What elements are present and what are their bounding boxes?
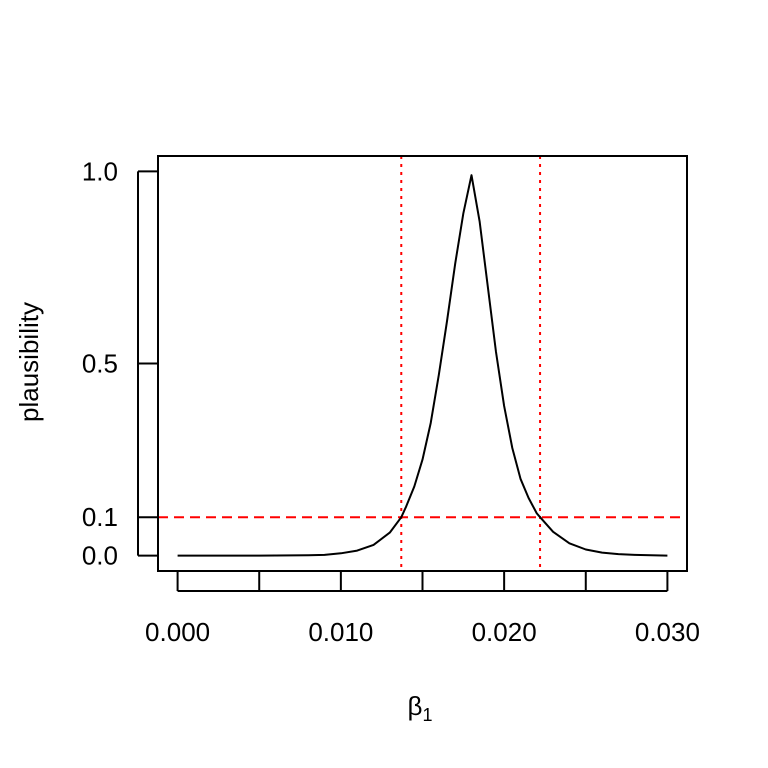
x-axis-title-main: β <box>408 691 423 721</box>
x-tick-label: 0.030 <box>635 617 700 647</box>
y-axis: 0.0 0.1 0.5 1.0 <box>82 156 157 571</box>
y-axis-title: plausibility <box>14 302 44 422</box>
x-axis-title-subscript: 1 <box>422 705 432 725</box>
x-axis-title: β1 <box>408 691 433 725</box>
y-tick-label: 0.0 <box>82 541 118 571</box>
plot-frame <box>157 155 688 572</box>
series-group <box>177 174 668 557</box>
y-tick-label: 0.5 <box>82 349 118 379</box>
x-tick-label: 0.020 <box>472 617 537 647</box>
x-tick-label: 0.010 <box>308 617 373 647</box>
y-tick-label: 0.1 <box>82 502 118 532</box>
x-tick-label: 0.000 <box>145 617 210 647</box>
plausibility-curve <box>177 174 668 557</box>
y-tick-label: 1.0 <box>82 156 118 186</box>
x-axis: 0.000 0.010 0.020 0.030 <box>145 572 700 647</box>
reference-lines <box>158 156 687 571</box>
